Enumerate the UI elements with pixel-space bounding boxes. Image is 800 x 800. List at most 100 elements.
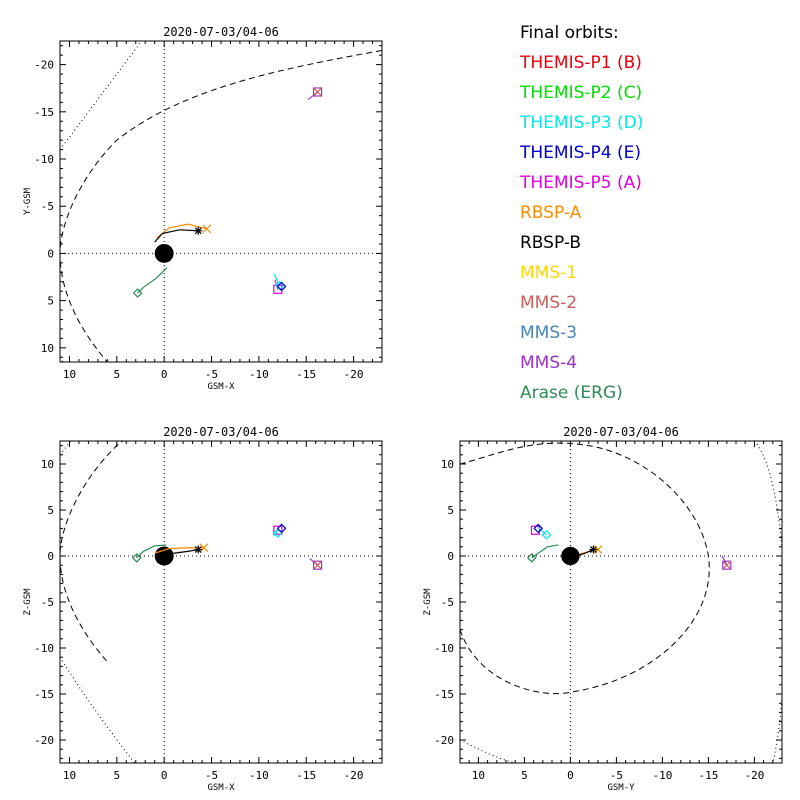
x-tick-label: -10 xyxy=(249,769,269,782)
x-axis-label: GSM-Y xyxy=(607,783,635,793)
x-tick-label: -15 xyxy=(296,368,316,381)
earth-marker xyxy=(154,243,174,263)
y-tick-label: -10 xyxy=(34,642,54,655)
earth-marker xyxy=(154,546,174,566)
y-tick-label: 0 xyxy=(47,550,54,563)
y-tick-label: 10 xyxy=(41,458,54,471)
x-tick-label: 0 xyxy=(567,769,574,782)
y-tick-label: 0 xyxy=(447,550,454,563)
x-tick-label: -20 xyxy=(744,769,764,782)
spacecraft-marker xyxy=(194,545,203,554)
x-tick-label: -5 xyxy=(205,769,218,782)
x-tick-label: 10 xyxy=(63,368,76,381)
spacecraft-marker xyxy=(202,224,212,234)
orbit-track xyxy=(273,273,281,286)
legend-entry: THEMIS-P1 (B) xyxy=(520,53,642,73)
y-tick-label: 10 xyxy=(441,458,454,471)
bow-shock-curve xyxy=(60,41,143,362)
spacecraft-marker xyxy=(533,523,544,534)
spacecraft-marker xyxy=(273,525,283,535)
x-tick-label: -10 xyxy=(249,368,269,381)
spacecraft-marker xyxy=(274,280,285,291)
x-tick-label: 10 xyxy=(472,769,485,782)
panel-3: 10 5 0 -5 -10 -15 -20 -20 -15 -10 -5 0 5 10 2020-07-03… xyxy=(423,425,783,793)
legend-entry: THEMIS-P3 (D) xyxy=(520,113,644,133)
spacecraft-marker xyxy=(194,226,203,235)
spacecraft-marker xyxy=(530,525,541,535)
spacecraft-marker xyxy=(722,560,732,570)
x-tick-label: -5 xyxy=(610,769,623,782)
y-tick-label: -10 xyxy=(34,153,54,166)
legend-entry: RBSP-A xyxy=(520,203,582,223)
x-tick-label: -15 xyxy=(296,769,316,782)
magnetopause-curve xyxy=(60,441,125,663)
orbit-track xyxy=(136,544,167,559)
y-tick-label: -20 xyxy=(434,734,454,747)
x-tick-label: 5 xyxy=(521,769,528,782)
spacecraft-marker xyxy=(313,87,323,97)
legend-title: Final orbits: xyxy=(520,23,619,43)
plot-frame xyxy=(59,440,383,764)
spacecraft-marker xyxy=(132,288,143,298)
legend-entry: THEMIS-P4 (E) xyxy=(520,143,641,163)
orbit-track xyxy=(537,527,547,536)
legend-entry: THEMIS-P2 (C) xyxy=(520,83,643,103)
y-axis-label: Y-GSM xyxy=(23,187,33,215)
chart-title: 2020-07-03/04-06 xyxy=(563,425,679,439)
chart-title: 2020-07-03/04-06 xyxy=(163,25,279,39)
x-tick-label: -15 xyxy=(698,769,718,782)
y-tick-label: 5 xyxy=(47,504,54,517)
legend-entry: MMS-1 xyxy=(520,263,578,283)
y-tick-label: 5 xyxy=(447,504,454,517)
orbit-track xyxy=(531,544,559,559)
y-tick-label: -15 xyxy=(34,106,54,119)
y-tick-label: -15 xyxy=(434,688,454,701)
legend: Final orbits: THEMIS-P1 (B) THEMIS-P2 (C)… xyxy=(520,18,643,408)
bow-shock-curve xyxy=(60,441,136,763)
spacecraft-marker xyxy=(199,543,209,553)
y-tick-label: -5 xyxy=(41,596,54,609)
magnetopause-curve xyxy=(60,49,382,362)
legend-entry: THEMIS-P5 (A) xyxy=(520,173,642,193)
magnetopause-curve xyxy=(460,442,710,695)
chart-title: 2020-07-03/04-06 xyxy=(163,425,279,439)
orbit-track xyxy=(273,529,279,537)
orbit-track xyxy=(154,229,199,243)
spacecraft-marker xyxy=(313,560,323,570)
plot-area xyxy=(60,441,382,763)
plot-area xyxy=(460,441,782,763)
spacecraft-marker xyxy=(526,552,537,563)
spacecraft-marker xyxy=(272,528,283,538)
legend-entry: Arase (ERG) xyxy=(520,383,623,403)
spacecraft-marker xyxy=(276,523,287,534)
y-tick-label: 0 xyxy=(47,247,54,260)
spacecraft-marker xyxy=(541,529,552,540)
x-tick-label: 5 xyxy=(114,368,121,381)
spacecraft-marker xyxy=(313,87,323,97)
y-axis-label: Z-GSM xyxy=(423,588,433,616)
y-tick-label: 10 xyxy=(41,342,54,355)
y-tick-label: -5 xyxy=(41,200,54,213)
orbit-track xyxy=(137,267,168,294)
x-tick-label: 0 xyxy=(161,769,168,782)
spacecraft-marker xyxy=(276,281,287,292)
plot-frame xyxy=(59,40,383,363)
spacecraft-marker xyxy=(313,560,323,570)
y-tick-label: -5 xyxy=(441,596,454,609)
x-tick-label: 10 xyxy=(63,769,76,782)
legend-entry: MMS-4 xyxy=(520,353,578,373)
x-tick-label: -5 xyxy=(205,368,218,381)
spacecraft-marker xyxy=(722,560,732,570)
legend-entry: MMS-3 xyxy=(520,323,578,343)
spacecraft-marker xyxy=(273,284,283,294)
orbit-track xyxy=(156,548,199,556)
y-tick-label: -20 xyxy=(34,734,54,747)
bow-shock-curve xyxy=(460,441,782,763)
x-tick-label: -10 xyxy=(652,769,672,782)
x-tick-label: 5 xyxy=(114,769,121,782)
x-axis-label: GSM-X xyxy=(207,783,235,793)
panel-2: 10 5 0 -5 -10 -15 -20 -20 -15 -10 -5 0 5 10 2020-07-03… xyxy=(23,425,383,793)
x-tick-label: -20 xyxy=(344,368,364,381)
y-axis-label: Z-GSM xyxy=(23,588,33,616)
